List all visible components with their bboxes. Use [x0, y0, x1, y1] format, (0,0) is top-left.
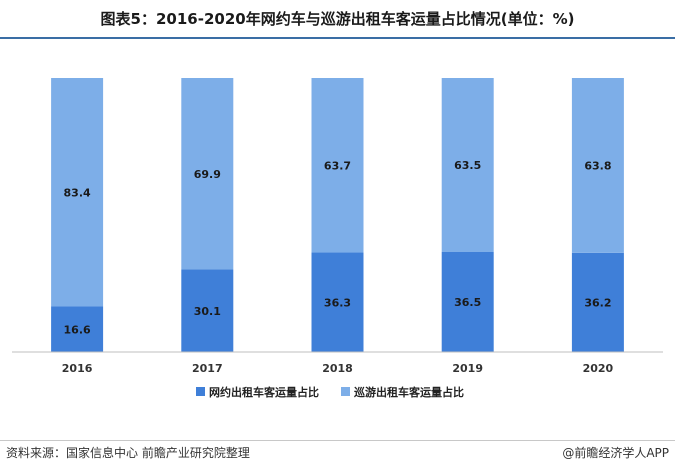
- legend-label-street-hail: 巡游出租车客运量占比: [354, 385, 464, 399]
- x-tick-label-2020: 2020: [583, 362, 614, 375]
- data-label-ride-hailing-2019: 36.5: [454, 296, 481, 309]
- legend-swatch-ride-hailing: [196, 387, 205, 396]
- data-label-street-hail-2019: 63.5: [454, 159, 481, 172]
- footer-divider: [0, 440, 675, 441]
- x-tick-label-2016: 2016: [62, 362, 93, 375]
- data-label-street-hail-2020: 63.8: [584, 159, 611, 172]
- bar-street-hail-2016: [51, 78, 104, 307]
- data-label-street-hail-2017: 69.9: [194, 168, 221, 181]
- x-tick-label-2019: 2019: [452, 362, 483, 375]
- legend-label-ride-hailing: 网约出租车客运量占比: [209, 385, 319, 399]
- data-label-ride-hailing-2017: 30.1: [194, 305, 221, 318]
- bar-street-hail-2020: [571, 78, 624, 253]
- source-note: 资料来源：国家信息中心 前瞻产业研究院整理: [6, 446, 250, 460]
- title-divider: [0, 37, 675, 39]
- stacked-bar-chart: 16.6 83.4 2016 30.1 69.9 2017 36.3 63.7 2018 36.5…: [12, 78, 663, 399]
- bar-ride-hailing-2016: [51, 306, 104, 352]
- data-label-ride-hailing-2020: 36.2: [584, 296, 611, 309]
- x-tick-label-2017: 2017: [192, 362, 223, 375]
- data-label-ride-hailing-2018: 36.3: [324, 296, 351, 309]
- data-label-street-hail-2016: 83.4: [64, 186, 91, 199]
- bar-ride-hailing-2019: [441, 251, 494, 352]
- bar-street-hail-2017: [181, 78, 234, 270]
- x-tick-label-2018: 2018: [322, 362, 353, 375]
- brand-credit: @前瞻经济学人APP: [562, 446, 669, 460]
- bar-ride-hailing-2017: [181, 269, 234, 352]
- bar-street-hail-2018: [311, 78, 364, 253]
- data-label-street-hail-2018: 63.7: [324, 159, 351, 172]
- legend-swatch-street-hail: [341, 387, 350, 396]
- data-label-ride-hailing-2016: 16.6: [64, 323, 91, 336]
- bar-ride-hailing-2018: [311, 252, 364, 352]
- bar-ride-hailing-2020: [571, 252, 624, 352]
- chart-title: 图表5：2016-2020年网约车与巡游出租车客运量占比情况(单位：%): [100, 10, 575, 28]
- bar-street-hail-2019: [441, 78, 494, 252]
- chart-area: 16.6 83.4 2016 30.1 69.9 2017 36.3 63.7 2018 36.5…: [0, 40, 675, 440]
